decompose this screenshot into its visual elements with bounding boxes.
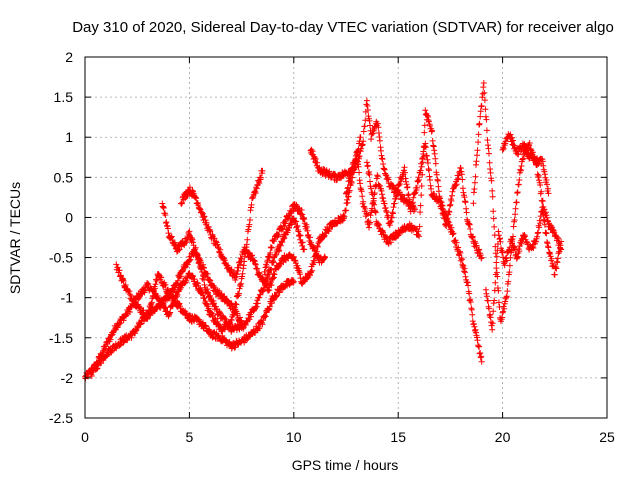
series-sat-track-4 [159,200,245,326]
data-point-markers [363,107,485,365]
y-tick-label: 2 [65,49,73,65]
data-point-markers [499,131,565,253]
chart-title: Day 310 of 2020, Sidereal Day-to-day VTE… [72,19,614,36]
data-point-markers [159,200,245,326]
series-sat-track-3 [113,261,297,352]
series-sat-track-11 [482,204,565,333]
series-sat-track-6 [261,201,329,278]
x-tick-label: 10 [286,429,302,445]
x-tick-label: 0 [81,429,89,445]
data-point-markers [343,140,485,262]
y-tick-label: -2.5 [49,410,73,426]
x-tick-label: 25 [599,429,615,445]
y-tick-label: 1.5 [54,89,74,105]
data-point-markers [113,261,297,352]
data-point-markers [482,204,565,333]
tick-layer: 0 5 10 15 20 25 -2.5 -2 -1.5 -1 -0.5 0 0.5 1 1.5 2 [49,49,615,445]
x-tick-label: 15 [390,429,406,445]
y-axis-title: SDTVAR / TECUs [7,182,23,294]
y-tick-label: -2 [61,370,74,386]
x-tick-label: 20 [495,429,511,445]
data-point-markers [178,134,364,294]
data-point-markers [261,201,329,278]
y-tick-label: 0.5 [54,169,74,185]
series-sat-track-2 [88,215,308,379]
series-sat-track-8 [343,140,485,262]
y-tick-label: -0.5 [49,250,73,266]
series-sat-track-12 [499,131,565,253]
data-layer [82,80,565,382]
y-tick-label: 1 [65,129,73,145]
plot-frame [84,56,608,419]
y-tick-label: -1.5 [49,330,73,346]
y-tick-label: -1 [61,290,74,306]
y-tick-label: 0 [65,209,73,225]
series-sat-track-9 [363,107,485,365]
data-point-markers [88,215,308,379]
series-sat-track-5 [178,134,364,294]
x-axis-title: GPS time / hours [292,457,399,473]
x-tick-label: 5 [186,429,194,445]
